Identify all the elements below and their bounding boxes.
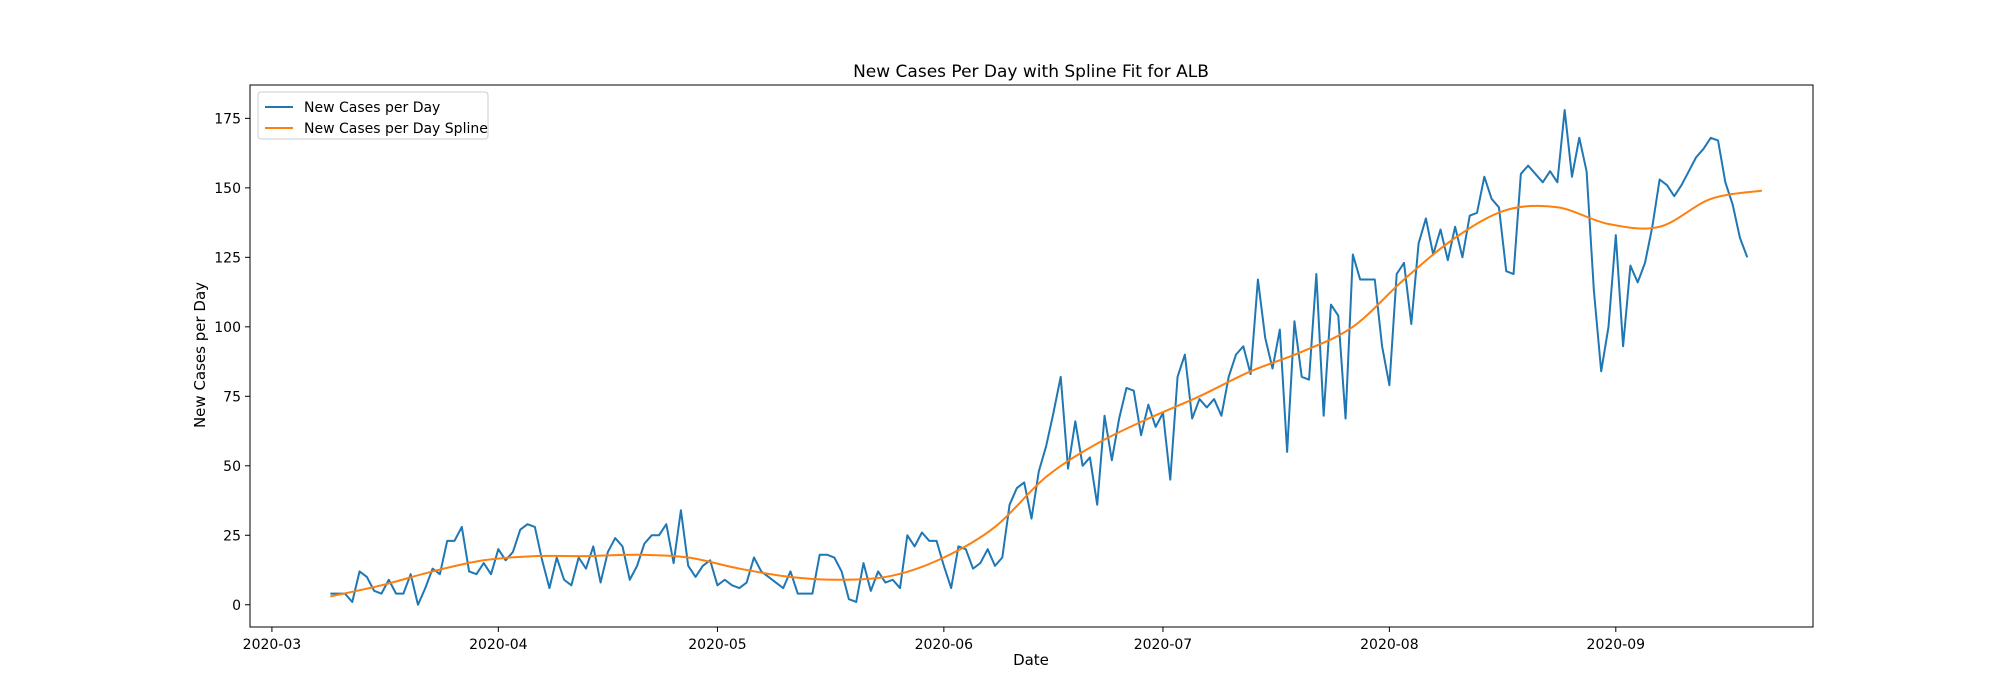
x-tick-label: 2020-03: [243, 637, 302, 653]
x-axis: 2020-03 2020-04 2020-05 2020-06 2020-07 2020-…: [243, 627, 1645, 653]
y-tick-label: 150: [214, 181, 241, 197]
y-tick-label: 75: [223, 389, 241, 405]
x-tick-label: 2020-07: [1134, 637, 1193, 653]
legend-label: New Cases per Day Spline: [304, 121, 488, 137]
y-tick-label: 100: [214, 320, 241, 336]
legend-label: New Cases per Day: [304, 100, 440, 116]
x-tick-label: 2020-05: [688, 637, 747, 653]
legend-box: [257, 91, 489, 140]
series-line-2: [330, 189, 1763, 598]
x-tick-label: 2020-06: [915, 637, 974, 653]
series-line-1: [330, 109, 1749, 606]
legend: New Cases per Day New Cases per Day Splin…: [257, 91, 489, 140]
y-tick-label: 50: [223, 459, 241, 475]
plot-area: [249, 84, 1814, 628]
y-tick-label: 125: [214, 250, 241, 266]
y-tick-label: 25: [223, 528, 241, 544]
y-tick-label: 0: [232, 598, 241, 614]
y-axis: 0 25 50 75 100 125 150 175: [214, 111, 250, 614]
y-tick-label: 175: [214, 111, 241, 127]
y-axis-label: New Cases per Day: [191, 282, 209, 428]
x-tick-label: 2020-08: [1360, 637, 1419, 653]
x-tick-label: 2020-09: [1587, 637, 1646, 653]
chart-title: New Cases Per Day with Spline Fit for AL…: [853, 62, 1209, 82]
x-tick-label: 2020-04: [469, 637, 528, 653]
plot-frame: [249, 84, 1814, 628]
x-axis-label: Date: [1013, 651, 1049, 669]
